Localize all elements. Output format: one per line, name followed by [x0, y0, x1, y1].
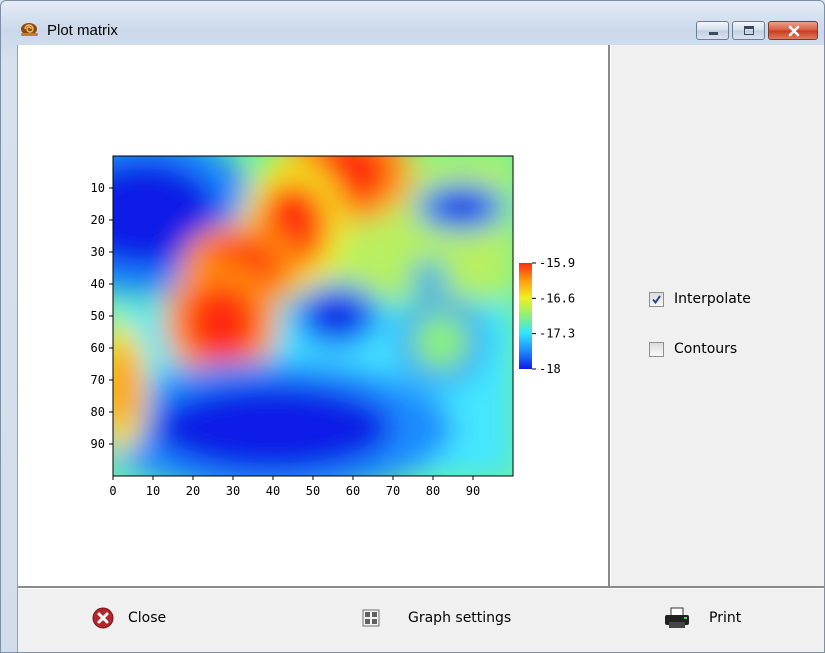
y-tick-label: 30: [91, 245, 105, 259]
print-label: Print: [709, 610, 742, 626]
y-tick-label: 20: [91, 213, 105, 227]
contours-label: Contours: [674, 341, 738, 357]
x-tick-label: 0: [109, 484, 116, 498]
x-tick-label: 60: [346, 484, 360, 498]
minimize-icon: [709, 32, 718, 35]
horizontal-splitter[interactable]: [18, 586, 824, 589]
field-feature: [431, 191, 491, 224]
title-bar[interactable]: Plot matrix: [1, 1, 824, 45]
y-tick-label: 60: [91, 341, 105, 355]
grid-settings-icon: [362, 609, 380, 627]
y-tick-label: 50: [91, 309, 105, 323]
y-tick-label: 90: [91, 437, 105, 451]
snail-icon: [21, 23, 38, 36]
x-axis: 0 10 20 30 40 50 60 70 80 90: [109, 476, 480, 498]
heatmap-chart: 10 20 30 40 50 60 70 80 90 0 10 20 30 40 50 60 70 80 90 -…: [91, 155, 575, 498]
x-tick-label: 50: [306, 484, 320, 498]
x-tick-label: 70: [386, 484, 400, 498]
x-tick-label: 10: [146, 484, 160, 498]
x-tick-label: 80: [426, 484, 440, 498]
interpolate-label: Interpolate: [674, 291, 751, 307]
y-tick-label: 40: [91, 277, 105, 291]
graph-settings-label: Graph settings: [408, 610, 512, 626]
close-window-button[interactable]: [768, 21, 818, 40]
close-circle-icon: [92, 607, 114, 629]
field-feature: [307, 294, 367, 338]
interpolate-checkbox[interactable]: [649, 291, 664, 307]
close-icon: [788, 25, 800, 37]
client-area: 10 20 30 40 50 60 70 80 90 0 10 20 30 40 50 60 70 80 90 -…: [17, 45, 824, 652]
interpolate-option[interactable]: Interpolate: [649, 291, 751, 307]
bottom-toolbar: Close Graph settings: [18, 589, 824, 652]
contours-checkbox[interactable]: [649, 341, 664, 357]
close-button-label: Close: [128, 610, 167, 626]
window-title: Plot matrix: [47, 22, 118, 39]
x-tick-label: 40: [266, 484, 280, 498]
field-feature: [113, 341, 139, 432]
colorbar-ticks: -15.9 -16.6 -17.3 -18: [532, 256, 575, 376]
print-button[interactable]: Print: [663, 603, 741, 633]
options-pane: Interpolate Contours: [611, 45, 824, 586]
field-feature: [413, 263, 445, 292]
colorbar-tick-label: -15.9: [539, 256, 575, 270]
x-tick-label: 30: [226, 484, 240, 498]
colorbar-tick-label: -18: [539, 362, 561, 376]
plot-pane: 10 20 30 40 50 60 70 80 90 0 10 20 30 40 50 60 70 80 90 -…: [18, 45, 608, 586]
close-button[interactable]: Close: [92, 603, 166, 633]
y-tick-label: 10: [91, 181, 105, 195]
y-tick-label: 80: [91, 405, 105, 419]
field-feature: [153, 383, 393, 473]
x-tick-label: 90: [466, 484, 480, 498]
y-axis: 10 20 30 40 50 60 70 80 90: [91, 181, 113, 451]
minimize-button[interactable]: [696, 21, 729, 40]
colorbar: [519, 263, 532, 369]
colorbar-tick-label: -16.6: [539, 291, 575, 305]
y-tick-label: 70: [91, 373, 105, 387]
printer-icon: [665, 607, 689, 628]
heatmap-field: [113, 156, 513, 476]
maximize-button[interactable]: [732, 21, 765, 40]
x-tick-label: 20: [186, 484, 200, 498]
vertical-splitter[interactable]: [608, 45, 611, 586]
checkmark-icon: [652, 294, 661, 304]
graph-settings-button[interactable]: Graph settings: [362, 603, 511, 633]
field-feature: [183, 282, 259, 363]
field-feature: [411, 311, 471, 372]
colorbar-tick-label: -17.3: [539, 327, 575, 341]
maximize-icon: [744, 26, 754, 35]
contours-option[interactable]: Contours: [649, 341, 737, 357]
